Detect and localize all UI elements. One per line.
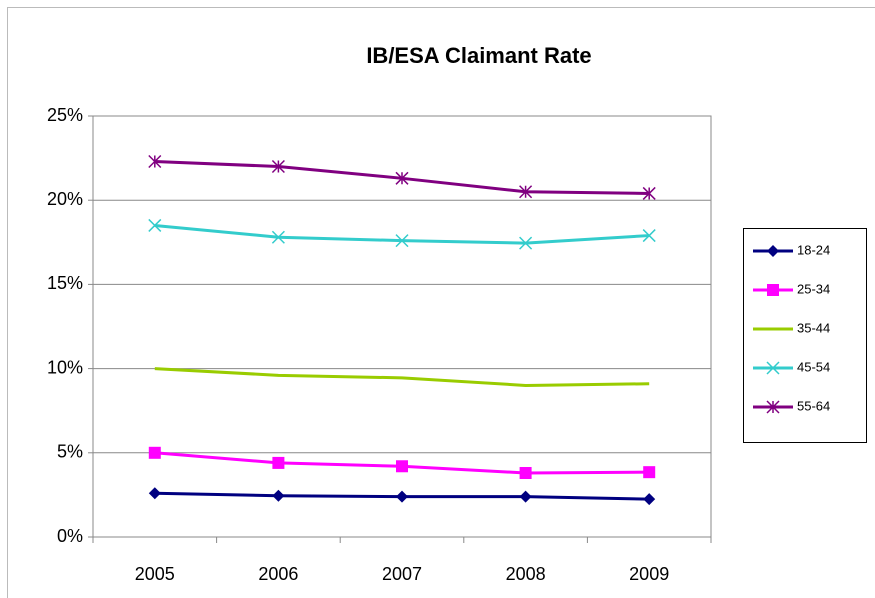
legend-label: 25-34: [797, 281, 830, 296]
plot-area: [92, 115, 712, 538]
legend-label: 35-44: [797, 320, 830, 335]
marker: [767, 245, 779, 257]
marker: [519, 490, 532, 503]
marker: [396, 490, 408, 503]
marker: [272, 456, 285, 469]
marker: [148, 487, 161, 500]
legend-label: 18-24: [797, 242, 830, 257]
marker: [396, 460, 408, 473]
marker: [643, 466, 656, 479]
marker: [148, 446, 161, 459]
y-tick-label: 5%: [57, 442, 83, 462]
x-tick-label: 2009: [629, 564, 669, 584]
marker: [395, 171, 409, 185]
marker: [395, 234, 409, 248]
marker: [519, 467, 532, 480]
marker: [271, 230, 285, 244]
marker: [767, 284, 779, 296]
marker: [642, 186, 656, 200]
legend-label: 45-54: [797, 359, 830, 374]
series-line: [154, 367, 650, 387]
marker: [519, 185, 533, 199]
x-tick-label: 2006: [258, 564, 298, 584]
marker: [272, 489, 285, 502]
y-tick-label: 15%: [47, 273, 83, 293]
y-tick-label: 0%: [57, 526, 83, 546]
legend-label: 55-64: [797, 398, 830, 413]
chart-border: [7, 7, 875, 598]
marker: [519, 236, 533, 250]
marker: [642, 229, 656, 243]
y-tick-label: 20%: [47, 189, 83, 209]
x-tick-label: 2005: [135, 564, 175, 584]
y-tick-label: 25%: [47, 105, 83, 125]
chart-title: IB/ESA Claimant Rate: [366, 43, 591, 68]
x-tick-label: 2008: [506, 564, 546, 584]
marker: [766, 361, 780, 375]
marker: [148, 218, 162, 232]
marker: [766, 400, 780, 414]
y-tick-label: 10%: [47, 357, 83, 377]
x-tick-label: 2007: [382, 564, 422, 584]
marker: [148, 154, 162, 168]
marker: [643, 493, 656, 506]
marker: [271, 159, 285, 174]
